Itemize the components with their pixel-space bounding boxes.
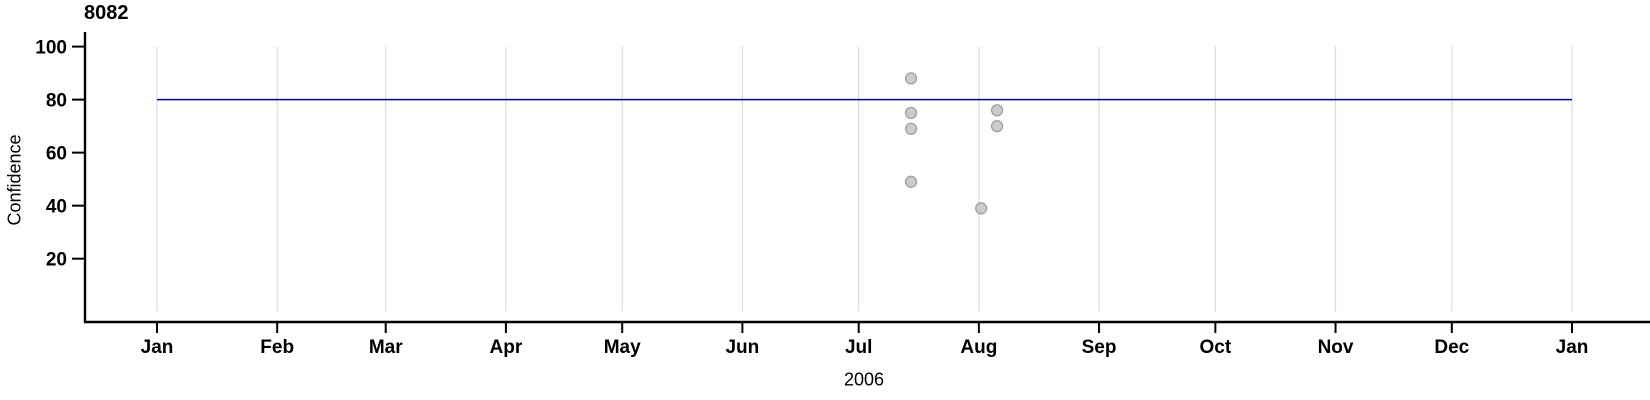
x-tick-label: Aug [960, 337, 997, 358]
data-point [904, 175, 918, 188]
x-tick-label: Jul [845, 337, 872, 358]
x-tick-label: Sep [1082, 337, 1117, 358]
y-tick-label: 60 [46, 144, 67, 165]
data-point [904, 106, 918, 120]
x-tick-label: Nov [1318, 337, 1354, 358]
data-point [904, 72, 918, 85]
data-point [975, 202, 988, 215]
x-tick-label: May [604, 337, 641, 358]
x-tick-label: Dec [1434, 337, 1469, 358]
chart-title: 8082 [84, 2, 129, 24]
data-point [990, 119, 1004, 133]
y-tick-label: 100 [35, 38, 67, 59]
y-tick-label: 20 [46, 250, 67, 271]
y-tick-label: 80 [46, 91, 67, 112]
data-point [990, 104, 1004, 117]
x-tick-label: Oct [1199, 337, 1231, 358]
x-tick-label: Apr [490, 337, 523, 358]
x-tick-label: Jan [141, 337, 174, 358]
x-tick-label: Mar [369, 337, 403, 358]
y-tick-label: 40 [46, 197, 67, 218]
x-tick-label: Feb [260, 337, 294, 358]
data-point [904, 122, 918, 135]
x-axis-label: 2006 [843, 369, 885, 390]
axis-line [83, 32, 1650, 324]
x-tick-label: Jan [1556, 337, 1589, 358]
x-tick-label: Jun [725, 337, 759, 358]
